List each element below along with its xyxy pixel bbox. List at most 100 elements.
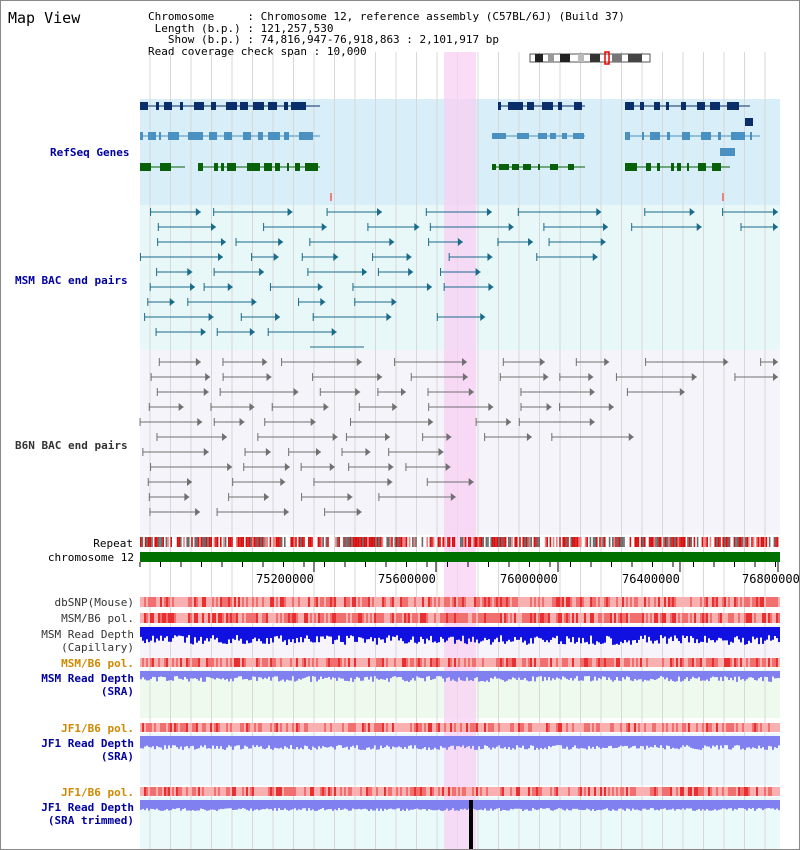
repeat-segment — [215, 537, 217, 547]
pol-cell — [154, 658, 156, 667]
pol-cell — [180, 597, 182, 607]
pol-cell — [178, 597, 180, 607]
pol-cell — [270, 658, 272, 667]
depth-bar — [696, 627, 698, 640]
pol-cell — [340, 597, 342, 607]
pol-cell — [404, 787, 406, 796]
depth-bar — [254, 800, 256, 810]
pol-cell — [368, 723, 370, 732]
repeat-segment — [634, 537, 636, 547]
pol-cell — [298, 723, 300, 732]
pol-cell — [520, 613, 522, 623]
depth-bar — [510, 671, 512, 680]
msm-pol-label-2[interactable]: MSM/B6 pol. — [61, 657, 134, 670]
pol-cell — [330, 658, 332, 667]
repeat-segment — [703, 537, 705, 547]
depth-bar — [174, 627, 176, 636]
msm-depth-sra-label[interactable]: MSM Read Depth — [41, 672, 134, 685]
pol-cell — [670, 658, 672, 667]
pol-cell — [732, 723, 734, 732]
depth-bar — [410, 736, 412, 746]
jf1-depth-trim-label[interactable]: JF1 Read Depth — [41, 801, 134, 814]
jf1-pol-label-1[interactable]: JF1/B6 pol. — [61, 722, 134, 735]
pol-cell — [652, 597, 654, 607]
depth-bar — [412, 627, 414, 637]
pol-cell — [338, 597, 340, 607]
depth-bar — [154, 671, 156, 678]
depth-bar — [186, 800, 188, 811]
repeat-segment — [762, 537, 764, 547]
depth-bar — [348, 627, 350, 639]
depth-bar — [636, 627, 638, 643]
pol-cell — [276, 613, 278, 623]
msm-pol-label-1[interactable]: MSM/B6 pol. — [61, 612, 134, 625]
repeat-segment — [194, 537, 196, 547]
pol-cell — [168, 787, 170, 796]
pol-cell — [226, 658, 228, 667]
depth-bar — [326, 627, 328, 636]
depth-bar — [600, 800, 602, 811]
pol-cell — [450, 723, 452, 732]
msm-bac-label[interactable]: MSM BAC end pairs — [15, 274, 128, 287]
depth-bar — [382, 671, 384, 680]
pol-cell — [618, 613, 620, 623]
pol-cell — [648, 613, 650, 623]
pol-cell — [752, 723, 754, 732]
depth-bar — [340, 800, 342, 810]
jf1-pol-label-2[interactable]: JF1/B6 pol. — [61, 786, 134, 799]
pol-cell — [432, 613, 434, 623]
depth-bar — [476, 671, 478, 678]
pol-cell — [620, 597, 622, 607]
depth-bar — [188, 736, 190, 749]
depth-bar — [474, 671, 476, 679]
pol-cell — [190, 787, 192, 796]
pol-cell — [180, 723, 182, 732]
depth-bar — [566, 736, 568, 747]
depth-bar — [488, 736, 490, 748]
bac-end-arrow — [203, 388, 209, 396]
dbsnp-label[interactable]: dbSNP(Mouse) — [54, 596, 134, 609]
refseq-label[interactable]: RefSeq Genes — [50, 146, 130, 159]
pol-cell — [262, 658, 264, 667]
depth-bar — [196, 627, 198, 643]
depth-bar — [308, 627, 310, 639]
repeat-segment — [295, 537, 297, 547]
depth-bar — [232, 627, 234, 639]
pol-cell — [438, 658, 440, 667]
depth-bar — [762, 736, 764, 748]
pol-cell — [572, 787, 574, 796]
msm-depth-cap-label[interactable]: MSM Read Depth — [41, 628, 134, 641]
pol-cell — [632, 723, 634, 732]
pol-cell — [686, 597, 688, 607]
pol-cell — [570, 597, 572, 607]
jf1-depth-sra-label[interactable]: JF1 Read Depth — [41, 737, 134, 750]
depth-bar — [392, 671, 394, 677]
depth-bar — [566, 800, 568, 809]
depth-bar — [224, 736, 226, 750]
pol-cell — [164, 613, 166, 623]
pol-cell — [764, 658, 766, 667]
repeat-segment — [213, 537, 216, 547]
depth-bar — [764, 627, 766, 641]
pol-cell — [670, 723, 672, 732]
depth-bar — [694, 800, 696, 811]
gene-exon — [698, 163, 706, 171]
pol-cell — [316, 787, 318, 796]
pol-cell — [718, 613, 720, 623]
gene-exon — [538, 133, 547, 139]
repeat-segment — [575, 537, 577, 547]
pol-cell — [742, 723, 744, 732]
depth-bar — [144, 800, 146, 811]
pol-cell — [504, 723, 506, 732]
depth-bar — [506, 627, 508, 642]
pol-cell — [206, 658, 208, 667]
b6n-bac-label[interactable]: B6N BAC end pairs — [15, 439, 128, 452]
pol-cell — [162, 658, 164, 667]
pol-cell — [688, 658, 690, 667]
repeat-segment — [208, 537, 211, 547]
bac-end-arrow — [315, 448, 321, 456]
depth-bar — [674, 736, 676, 749]
pol-cell — [144, 658, 146, 667]
depth-bar — [728, 671, 730, 681]
